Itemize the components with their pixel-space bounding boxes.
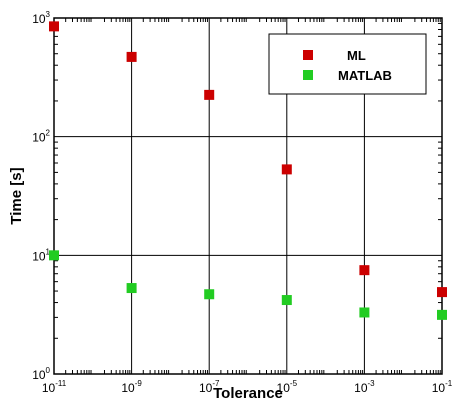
point-ml [359, 265, 370, 276]
point-ml [281, 164, 292, 175]
legend-swatch-matlab [303, 70, 313, 80]
x-tick-label: 10-3 [354, 379, 375, 395]
y-tick-label: 100 [32, 366, 50, 382]
x-tick-labels: 10-11 10-9 10-7 10-5 10-3 10-1 [42, 379, 452, 395]
point-matlab [204, 289, 215, 300]
data-points [49, 21, 447, 320]
x-tick-label: 10-11 [42, 379, 67, 395]
x-tick-label: 10-9 [121, 379, 142, 395]
point-matlab [49, 250, 59, 261]
legend-box [268, 33, 427, 95]
point-matlab [126, 283, 137, 294]
legend-label-matlab: MATLAB [338, 68, 392, 83]
point-ml [49, 21, 59, 32]
point-matlab [281, 295, 292, 306]
y-tick-label: 102 [32, 129, 50, 145]
legend-swatch-ml [303, 50, 313, 60]
x-tick-label: 10-1 [432, 379, 452, 395]
x-axis-title: Tolerance [213, 385, 283, 402]
x-tick-label: 10-5 [277, 379, 298, 395]
legend: ML MATLAB [268, 33, 427, 95]
plot-frame [53, 17, 443, 375]
y-axis-title: Time [s] [8, 167, 25, 224]
legend-label-ml: ML [347, 48, 366, 63]
point-ml [437, 287, 447, 298]
y-tick-labels: 100 101 102 103 [32, 10, 50, 382]
x-tick-label: 10-7 [199, 379, 220, 395]
y-tick-label: 103 [32, 10, 50, 26]
point-ml [126, 51, 137, 62]
point-ml [204, 89, 215, 100]
point-matlab [437, 309, 447, 320]
point-matlab [359, 307, 370, 318]
y-tick-label: 101 [32, 247, 50, 263]
